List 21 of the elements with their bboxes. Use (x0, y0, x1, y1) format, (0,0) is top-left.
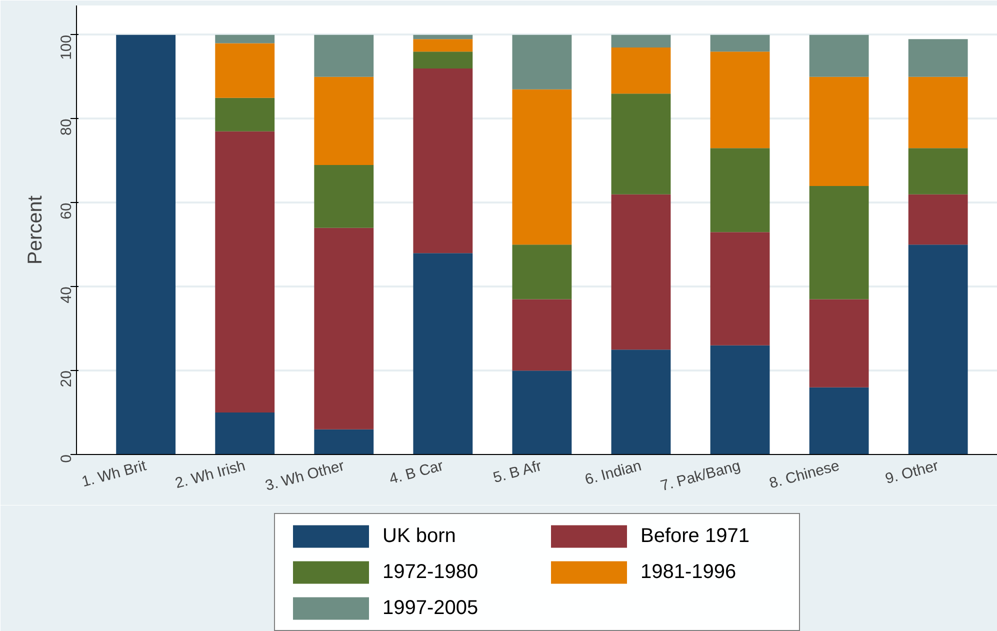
legend-label: Before 1971 (640, 524, 750, 548)
y-tick-label: 100 (58, 34, 75, 60)
y-tick-label: 80 (58, 118, 75, 136)
x-tick-label: 3. Wh Other (264, 457, 346, 494)
x-tick-label: 2. Wh Irish (173, 457, 248, 492)
legend-label: 1981-1996 (640, 560, 738, 584)
y-axis-title: Percent (24, 195, 46, 264)
y-tick-label: 40 (58, 286, 75, 304)
x-tick-label: 6. Indian (583, 457, 644, 489)
x-tick-label: 4. B Car (388, 457, 446, 488)
y-tick-label: 20 (58, 370, 75, 388)
y-tick-label: 60 (58, 202, 75, 220)
x-tick-label: 7. Pak/Bang (658, 457, 742, 495)
y-tick-label: 0 (58, 454, 75, 463)
x-tick-label: 1. Wh Brit (80, 457, 149, 491)
legend-label: 1972-1980 (382, 560, 480, 584)
legend-label: UK born (382, 524, 457, 548)
legend-label: 1997-2005 (382, 596, 480, 620)
x-tick-label: 8. Chinese (768, 457, 842, 492)
x-tick-label: 9. Other (884, 457, 940, 488)
x-tick-label: 5. B Afr (491, 457, 544, 487)
